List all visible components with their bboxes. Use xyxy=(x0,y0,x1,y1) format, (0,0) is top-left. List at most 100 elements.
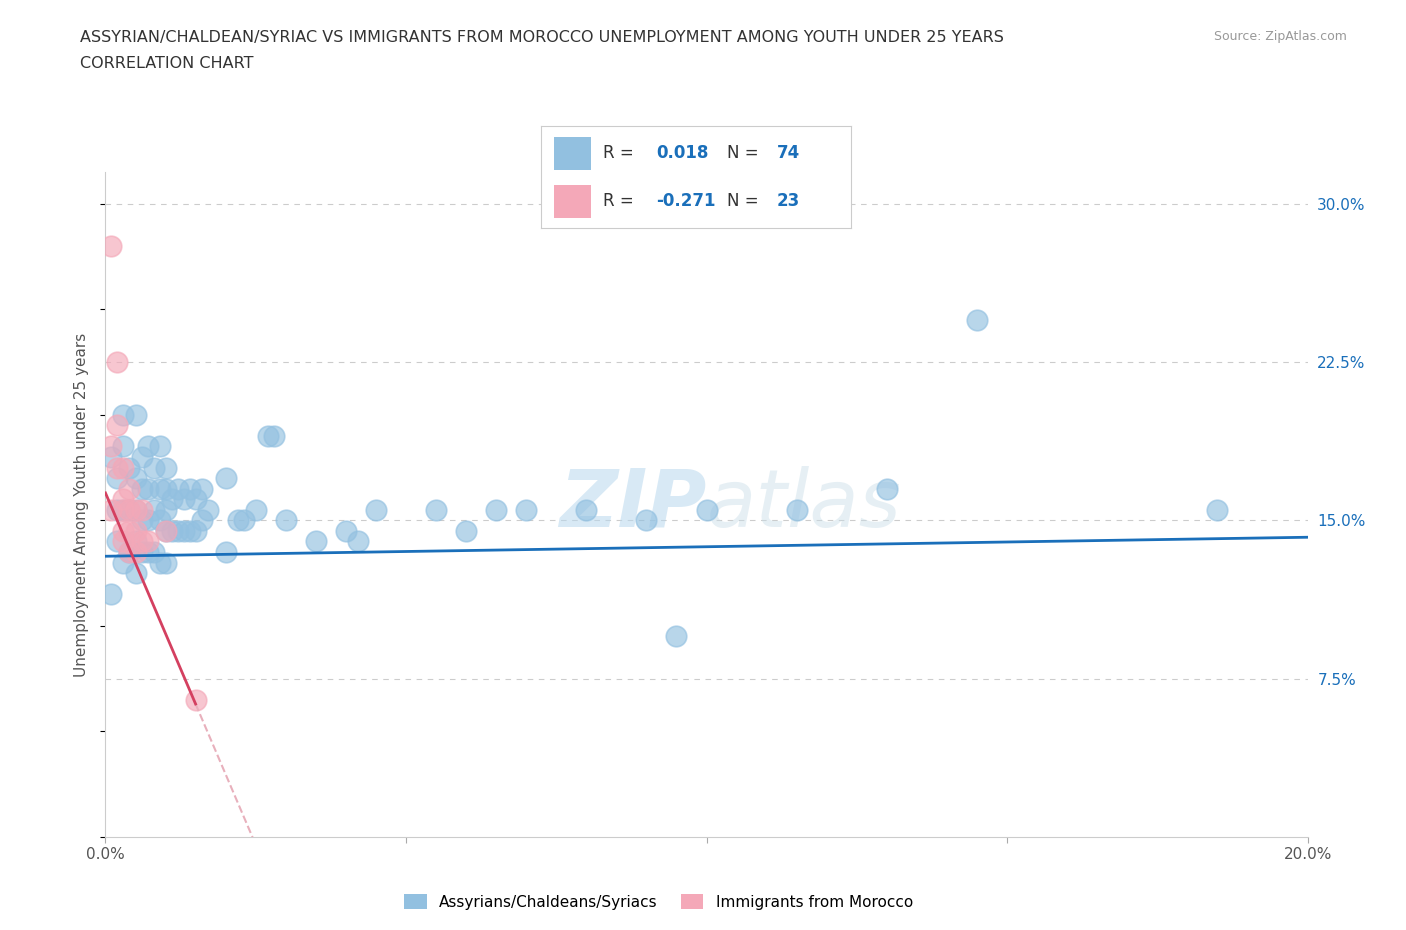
Bar xyxy=(554,137,591,169)
Point xyxy=(966,312,988,327)
Point xyxy=(112,524,135,538)
Point xyxy=(100,502,122,517)
Point xyxy=(263,429,285,444)
Point xyxy=(425,502,447,517)
Point xyxy=(166,524,188,538)
Point xyxy=(786,502,808,517)
Point xyxy=(179,481,201,496)
Point xyxy=(118,460,141,475)
Point xyxy=(112,492,135,507)
Point xyxy=(112,555,135,570)
Y-axis label: Unemployment Among Youth under 25 years: Unemployment Among Youth under 25 years xyxy=(75,332,90,677)
Point xyxy=(305,534,328,549)
Point xyxy=(515,502,537,517)
Point xyxy=(142,502,165,517)
Point xyxy=(190,513,212,528)
Point xyxy=(112,534,135,549)
Point xyxy=(155,524,177,538)
Point xyxy=(136,481,159,496)
Point xyxy=(184,692,207,707)
Point xyxy=(124,545,146,560)
Point xyxy=(160,492,183,507)
Point xyxy=(118,502,141,517)
Point xyxy=(124,407,146,422)
Text: 23: 23 xyxy=(776,193,800,210)
Point xyxy=(665,629,688,644)
Point xyxy=(454,524,477,538)
Point xyxy=(347,534,370,549)
Point xyxy=(136,439,159,454)
Point xyxy=(107,460,129,475)
Point xyxy=(136,545,159,560)
Point xyxy=(112,407,135,422)
Point xyxy=(232,513,254,528)
Point xyxy=(107,502,129,517)
Point xyxy=(131,513,153,528)
Point xyxy=(124,471,146,485)
Point xyxy=(112,460,135,475)
Point xyxy=(124,502,146,517)
Point xyxy=(100,587,122,602)
Point xyxy=(179,524,201,538)
Point xyxy=(124,565,146,580)
Point xyxy=(485,502,508,517)
Point xyxy=(118,481,141,496)
Text: atlas: atlas xyxy=(707,466,901,543)
Legend: Assyrians/Chaldeans/Syriacs, Immigrants from Morocco: Assyrians/Chaldeans/Syriacs, Immigrants … xyxy=(398,887,920,916)
Text: R =: R = xyxy=(603,144,640,162)
Point xyxy=(214,471,236,485)
Point xyxy=(364,502,387,517)
Point xyxy=(274,513,297,528)
Point xyxy=(142,545,165,560)
Text: 0.018: 0.018 xyxy=(655,144,709,162)
Point xyxy=(184,492,207,507)
Point xyxy=(112,502,135,517)
Point xyxy=(136,534,159,549)
Text: N =: N = xyxy=(727,193,763,210)
Point xyxy=(124,534,146,549)
Point xyxy=(245,502,267,517)
Point xyxy=(131,481,153,496)
Text: ZIP: ZIP xyxy=(560,466,707,543)
Text: R =: R = xyxy=(603,193,640,210)
Point xyxy=(190,481,212,496)
Point xyxy=(131,449,153,464)
Point xyxy=(100,449,122,464)
Point xyxy=(112,502,135,517)
Point xyxy=(142,460,165,475)
Point xyxy=(107,354,129,369)
Point xyxy=(173,524,195,538)
Point xyxy=(136,513,159,528)
Point xyxy=(107,471,129,485)
Point xyxy=(256,429,278,444)
Point xyxy=(173,492,195,507)
Point xyxy=(226,513,249,528)
Point xyxy=(148,513,170,528)
Text: 74: 74 xyxy=(776,144,800,162)
Text: N =: N = xyxy=(727,144,763,162)
Text: -0.271: -0.271 xyxy=(655,193,716,210)
Point xyxy=(155,481,177,496)
Point xyxy=(112,439,135,454)
Point xyxy=(100,238,122,253)
Point xyxy=(197,502,219,517)
Point xyxy=(155,555,177,570)
Text: ASSYRIAN/CHALDEAN/SYRIAC VS IMMIGRANTS FROM MOROCCO UNEMPLOYMENT AMONG YOUTH UND: ASSYRIAN/CHALDEAN/SYRIAC VS IMMIGRANTS F… xyxy=(80,30,1004,45)
Bar xyxy=(554,185,591,218)
Point xyxy=(575,502,598,517)
Point xyxy=(148,555,170,570)
Point xyxy=(876,481,898,496)
Text: Source: ZipAtlas.com: Source: ZipAtlas.com xyxy=(1213,30,1347,43)
Point xyxy=(696,502,718,517)
Point xyxy=(335,524,357,538)
Point xyxy=(131,502,153,517)
Point xyxy=(148,481,170,496)
Point xyxy=(148,439,170,454)
Text: CORRELATION CHART: CORRELATION CHART xyxy=(80,56,253,71)
Point xyxy=(131,545,153,560)
Point xyxy=(1206,502,1229,517)
Point xyxy=(100,439,122,454)
Point xyxy=(155,460,177,475)
Point xyxy=(107,418,129,432)
Point xyxy=(118,545,141,560)
